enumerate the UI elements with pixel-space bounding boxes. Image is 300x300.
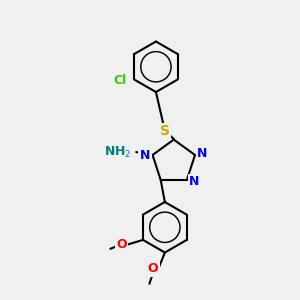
Text: N: N <box>197 147 208 160</box>
Text: N: N <box>140 148 150 161</box>
Text: Cl: Cl <box>113 74 127 87</box>
Text: S: S <box>160 124 170 138</box>
Text: O: O <box>148 262 158 275</box>
Text: O: O <box>116 238 127 251</box>
Text: N: N <box>189 175 200 188</box>
Text: NH$_2$: NH$_2$ <box>104 145 132 160</box>
